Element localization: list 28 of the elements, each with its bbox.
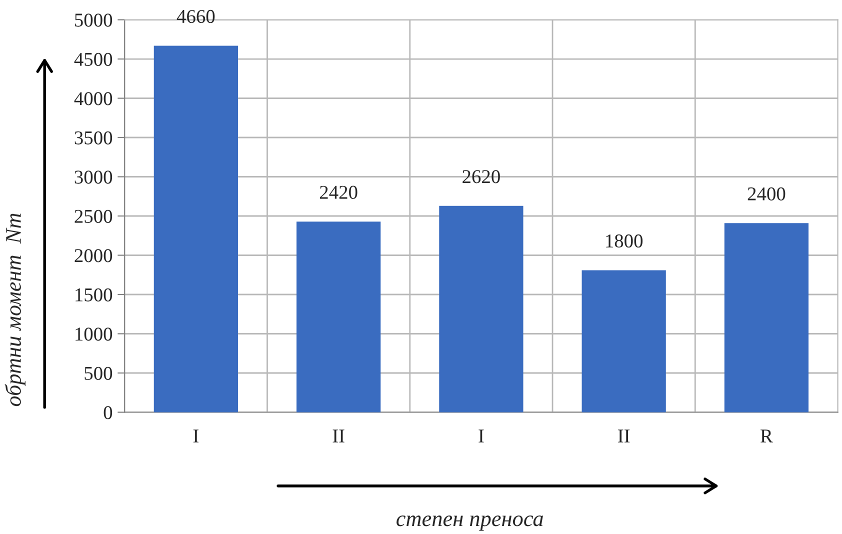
bar [724,223,809,412]
x-tick-label: I [193,430,198,442]
bar [296,222,381,412]
y-tick-label: 2500 [74,210,112,223]
bar [154,46,238,412]
y-tick-label: 2000 [74,249,112,262]
x-tick-label: II [618,430,630,442]
data-label: 2620 [462,170,500,184]
data-label: 2400 [748,187,786,200]
y-axis-title: обртни момент Nm [4,214,26,406]
y-tick-label: 1000 [76,328,112,341]
y-tick-label: 3000 [74,170,112,184]
x-axis-title: степен преноса [396,516,543,531]
data-label: 1800 [606,234,643,248]
y-tick-label: 3500 [74,131,112,144]
data-label: 4660 [176,10,215,24]
x-tick-label: II [332,430,344,442]
y-tick-label: 5000 [75,14,112,27]
y-tick-label: 4500 [74,52,112,66]
y-tick-label: 1500 [76,288,112,302]
data-label: 2420 [320,186,358,199]
y-tick-label: 0 [104,406,112,420]
y-tick-label: 500 [84,366,112,380]
x-tick-label: I [478,430,484,442]
bar [582,270,666,412]
bar [439,206,524,412]
x-tick-label: R [760,430,773,442]
y-tick-label: 4000 [74,92,112,106]
